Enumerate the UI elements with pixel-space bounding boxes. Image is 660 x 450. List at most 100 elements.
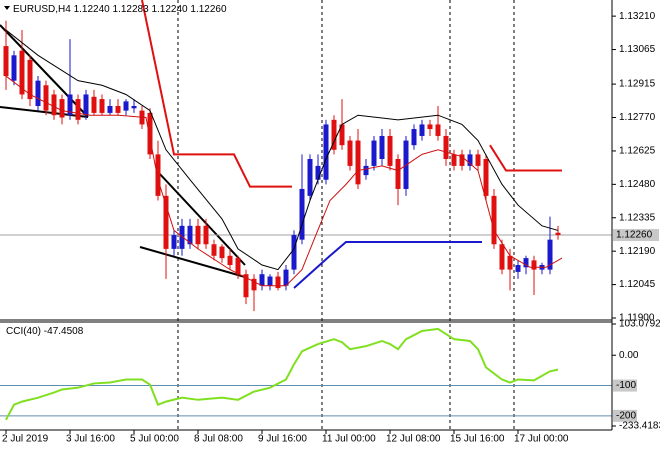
- candle-body: [11, 55, 17, 81]
- candle-body: [203, 225, 209, 245]
- candle-body: [155, 154, 161, 196]
- header-close: 1.12260: [190, 4, 227, 15]
- indicator-line: [5, 75, 563, 287]
- candle-body: [379, 135, 385, 159]
- candle-body: [547, 239, 553, 270]
- candle-body: [91, 96, 97, 113]
- candle-body: [171, 235, 177, 249]
- candle-body: [443, 135, 449, 159]
- candle-body: [467, 154, 473, 166]
- x-tick-label: 11 Jul 00:00: [322, 434, 376, 445]
- x-tick-label: 17 Jul 00:00: [514, 434, 569, 445]
- candle-body: [43, 85, 49, 111]
- y-tick-label: 1.12770: [619, 112, 656, 123]
- chart-header: EURUSD,H4 1.12240 1.12283 1.12240 1.1226…: [13, 4, 227, 15]
- candle-body: [387, 135, 393, 166]
- x-tick-label: 2 Jul 2019: [2, 434, 49, 445]
- candle-body: [331, 119, 337, 150]
- candle-body: [451, 154, 457, 166]
- y-tick-label: 1.12625: [619, 146, 656, 157]
- indicator-header: CCI(40) -47.4508: [6, 326, 84, 337]
- x-tick-label: 3 Jul 16:00: [66, 434, 115, 445]
- candle-body: [507, 255, 513, 270]
- candle-body: [219, 246, 225, 259]
- candle-body: [283, 269, 289, 286]
- candle-body: [371, 140, 377, 166]
- y-tick-label: 1.12190: [619, 246, 656, 257]
- candle-body: [459, 154, 465, 166]
- level-label: -100: [616, 380, 636, 391]
- candle-body: [531, 260, 537, 270]
- candle-body: [131, 106, 137, 109]
- candle-body: [555, 232, 561, 236]
- candle-body: [163, 195, 169, 249]
- candle-body: [251, 278, 257, 291]
- candle-body: [299, 188, 305, 240]
- candle-body: [315, 165, 321, 180]
- trend-line: [0, 24, 89, 118]
- header-low: 1.12240: [151, 4, 188, 15]
- indicator-line: [293, 240, 482, 289]
- y-tick-label: 1.13065: [619, 44, 656, 55]
- level-label-box: [613, 379, 637, 392]
- candle-body: [483, 159, 489, 196]
- candle-body: [339, 124, 345, 146]
- candle-body: [51, 94, 57, 116]
- header-high: 1.12283: [113, 4, 150, 15]
- candle-body: [123, 101, 129, 111]
- candle-body: [75, 99, 81, 120]
- candle-body: [67, 94, 73, 116]
- candle-body: [499, 244, 505, 270]
- current-price-box: [613, 229, 659, 242]
- candle-body: [363, 165, 369, 176]
- symbol: EURUSD,H4: [13, 4, 71, 15]
- candle-body: [187, 225, 193, 245]
- candle-body: [83, 94, 89, 116]
- candle-body: [323, 124, 329, 180]
- candle-body: [435, 124, 441, 136]
- candle-body: [275, 276, 281, 289]
- candle-body: [115, 106, 121, 113]
- cci-line: [5, 327, 559, 421]
- candle-body: [243, 274, 249, 298]
- trend-lines: [0, 24, 246, 278]
- candle-body: [523, 258, 529, 268]
- candle-body: [427, 124, 433, 130]
- x-tick-label: 15 Jul 16:00: [450, 434, 505, 445]
- header-open: 1.12240: [74, 4, 111, 15]
- indicator-title: CCI(40): [6, 326, 41, 337]
- candle-body: [227, 255, 233, 265]
- candle-body: [3, 46, 9, 77]
- trend-line: [139, 246, 246, 278]
- candle-body: [291, 235, 297, 270]
- y-tick-label: 1.12480: [619, 179, 656, 190]
- candle-body: [179, 225, 185, 249]
- candle-body: [491, 195, 497, 245]
- y-tick-label: 0.00: [619, 350, 639, 361]
- candle-body: [211, 244, 217, 256]
- candle-body: [267, 276, 273, 286]
- candle-body: [107, 106, 113, 113]
- y-tick-label: 1.12915: [619, 79, 656, 90]
- current-price-label: 1.12260: [616, 230, 653, 241]
- indicator-value: -47.4508: [44, 326, 84, 337]
- candle-body: [475, 154, 481, 166]
- candle-body: [347, 140, 353, 166]
- indicator-line: [489, 144, 562, 172]
- candle-body: [515, 265, 521, 272]
- indicator-line: [141, 0, 292, 188]
- y-tick-label: 1.12045: [619, 279, 656, 290]
- level-label: -200: [616, 411, 636, 422]
- candle-body: [411, 129, 417, 146]
- y-tick-label: -233.4183: [619, 421, 660, 432]
- x-tick-label: 5 Jul 00:00: [130, 434, 179, 445]
- candle-body: [355, 140, 361, 185]
- indicator-line: [5, 29, 559, 271]
- menu-triangle: [4, 6, 10, 10]
- y-tick-label: 1.11900: [619, 313, 655, 324]
- candle-body: [35, 80, 41, 106]
- candle-body: [419, 124, 425, 136]
